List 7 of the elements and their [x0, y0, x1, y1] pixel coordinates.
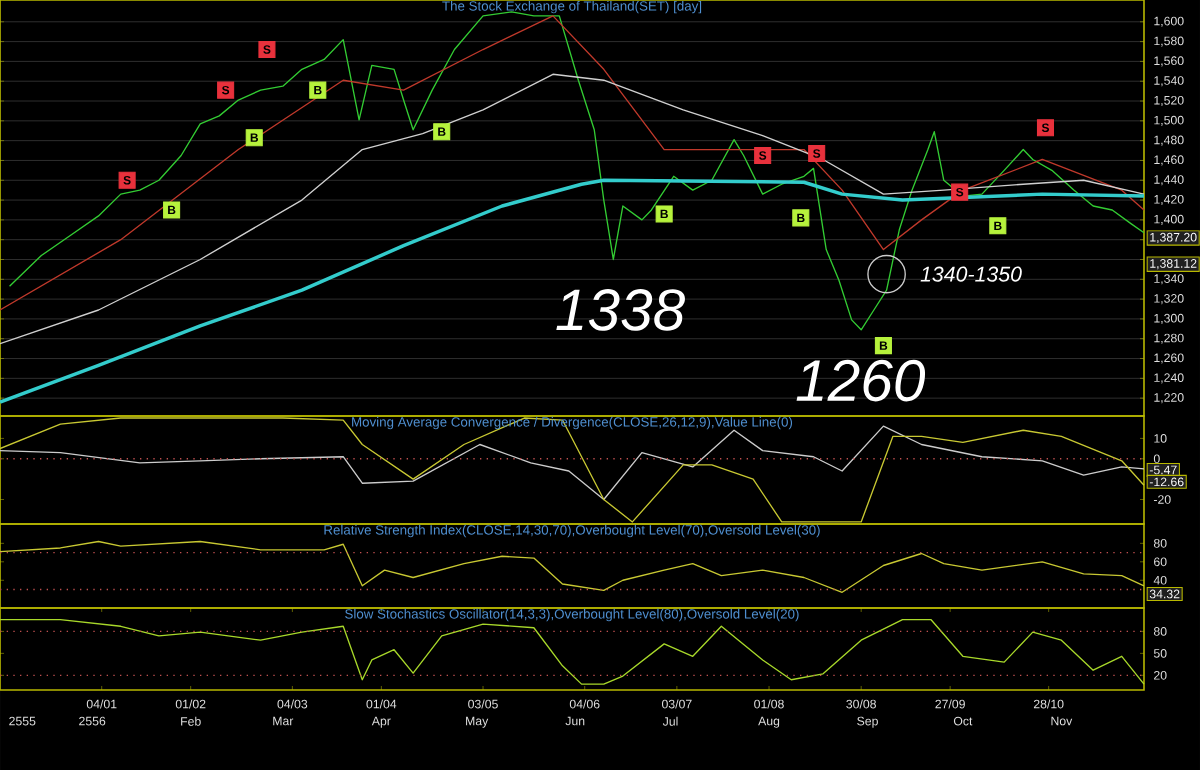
- annotation: 1340-1350: [920, 266, 1022, 282]
- annotation: 1260: [796, 359, 926, 402]
- annotation: 1338: [556, 289, 685, 331]
- line-series: [0, 540, 1145, 593]
- line-series: [0, 73, 1145, 345]
- line-series: [0, 619, 1145, 685]
- line-series: [0, 178, 1146, 404]
